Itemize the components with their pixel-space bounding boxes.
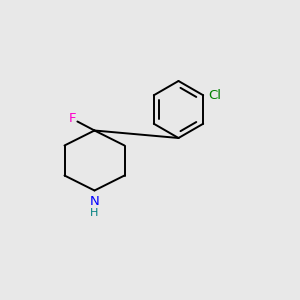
Text: Cl: Cl bbox=[208, 89, 222, 102]
Text: H: H bbox=[90, 208, 99, 218]
Text: N: N bbox=[90, 195, 99, 208]
Text: F: F bbox=[68, 112, 76, 125]
